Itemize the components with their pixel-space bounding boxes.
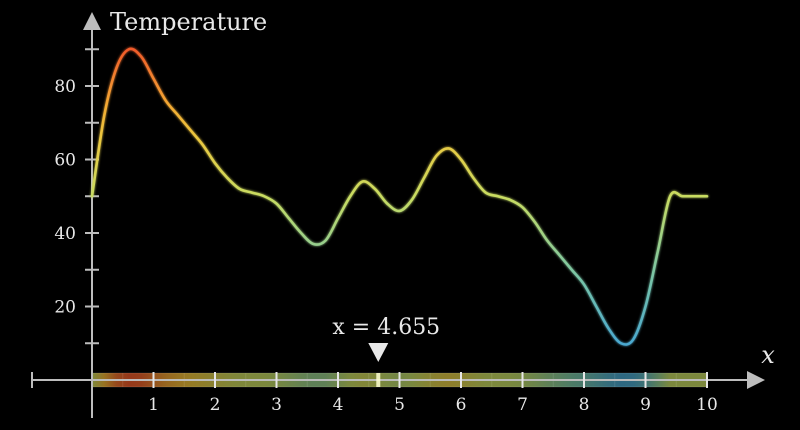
x-axis-arrow-icon [747, 371, 765, 389]
y-axis-title: Temperature [110, 8, 267, 36]
x-tick-label: 3 [271, 395, 282, 415]
x-tick-label: 4 [333, 395, 344, 415]
x-tick-label: 6 [456, 395, 467, 415]
x-tick-label: 7 [517, 395, 528, 415]
y-axis-arrow-icon [83, 12, 101, 30]
x-axis-title: x [761, 341, 775, 369]
marker-label: x = 4.655 [332, 315, 440, 340]
temperature-series-line [90, 47, 709, 346]
x-tick-label: 9 [640, 395, 651, 415]
y-tick-label: 40 [54, 224, 76, 244]
y-tick-label: 20 [54, 298, 76, 318]
axes: 1 2 3 4 5 6 7 8 9 10 20 40 60 80 Temperature x [31, 8, 775, 418]
y-tick-label: 80 [54, 77, 76, 97]
marker-triangle-icon [368, 343, 389, 362]
x-tick-label: 2 [210, 395, 221, 415]
x-tick-label: 10 [696, 395, 718, 415]
x-tick-label: 8 [579, 395, 590, 415]
x-tick-label: 1 [148, 395, 159, 415]
position-marker: x = 4.655 [332, 315, 440, 387]
series-layer [90, 47, 709, 346]
x-tick-label: 5 [394, 395, 405, 415]
y-tick-label: 60 [54, 151, 76, 171]
marker-highlight [376, 373, 381, 387]
